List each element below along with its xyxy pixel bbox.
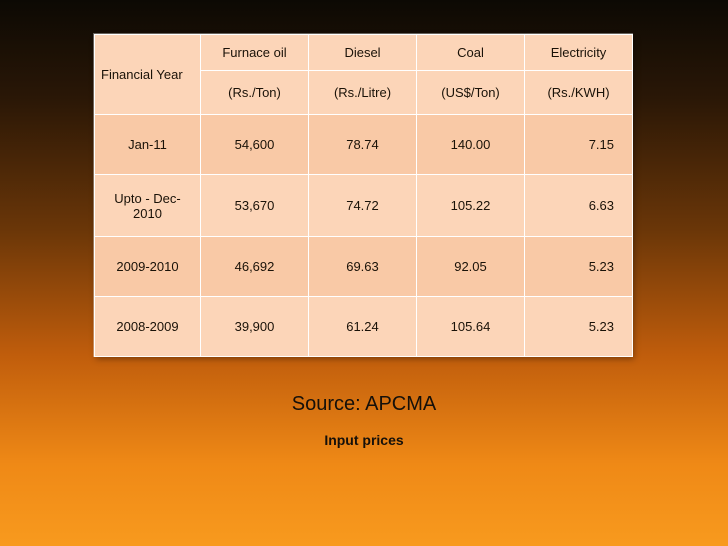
financial-year-cell: 2009-2010 (94, 236, 201, 297)
table-row: 2008-2009 39,900 61.24 105.64 5.23 (94, 296, 633, 357)
header-row-names: Financial Year Furnace oil Diesel Coal E… (94, 34, 633, 115)
furnace-oil-cell: 46,692 (200, 236, 309, 297)
table-row: Jan-11 54,600 78.74 140.00 7.15 (94, 114, 633, 175)
financial-year-cell: Jan-11 (94, 114, 201, 175)
prices-table-container: Financial Year Furnace oil Diesel Coal E… (94, 34, 633, 357)
coal-cell: 92.05 (416, 236, 525, 297)
electricity-cell: 7.15 (524, 114, 633, 175)
input-prices-table: Financial Year Furnace oil Diesel Coal E… (94, 34, 633, 357)
diesel-cell: 74.72 (308, 174, 417, 237)
electricity-cell: 5.23 (524, 236, 633, 297)
furnace-oil-cell: 39,900 (200, 296, 309, 357)
diesel-cell: 69.63 (308, 236, 417, 297)
electricity-cell: 6.63 (524, 174, 633, 237)
header-diesel: Diesel (308, 34, 417, 71)
unit-furnace-oil: (Rs./Ton) (200, 70, 309, 115)
header-row-units: (Rs./Ton) (Rs./Litre) (US$/Ton) (Rs./KWH… (95, 70, 633, 115)
header-furnace-oil: Furnace oil (200, 34, 309, 71)
table-row: 2009-2010 46,692 69.63 92.05 5.23 (94, 236, 633, 297)
furnace-oil-cell: 53,670 (200, 174, 309, 237)
table-row: Upto - Dec-2010 53,670 74.72 105.22 6.63 (94, 174, 633, 237)
header-electricity: Electricity (524, 34, 633, 71)
header-financial-year: Financial Year (94, 34, 201, 115)
unit-coal: (US$/Ton) (416, 70, 525, 115)
diesel-cell: 78.74 (308, 114, 417, 175)
coal-cell: 105.64 (416, 296, 525, 357)
coal-cell: 140.00 (416, 114, 525, 175)
unit-diesel: (Rs./Litre) (308, 70, 417, 115)
furnace-oil-cell: 54,600 (200, 114, 309, 175)
financial-year-cell: 2008-2009 (94, 296, 201, 357)
diesel-cell: 61.24 (308, 296, 417, 357)
source-text: Source: APCMA (291, 393, 437, 415)
caption-text: Input prices (324, 432, 404, 448)
financial-year-cell: Upto - Dec-2010 (94, 174, 201, 237)
electricity-cell: 5.23 (524, 296, 633, 357)
unit-electricity: (Rs./KWH) (524, 70, 633, 115)
header-coal: Coal (416, 34, 525, 71)
coal-cell: 105.22 (416, 174, 525, 237)
